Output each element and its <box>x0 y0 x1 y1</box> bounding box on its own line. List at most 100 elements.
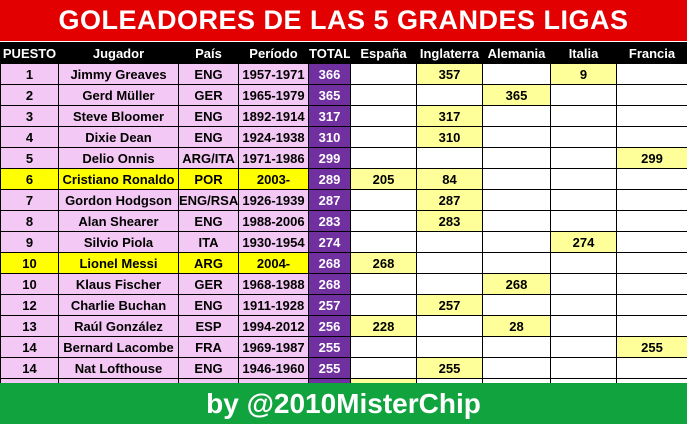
league-goals-cell <box>482 63 551 85</box>
player-cell: Silvio Piola <box>58 231 179 253</box>
total-cell: 257 <box>308 294 351 316</box>
country-cell: ENG <box>178 210 239 232</box>
league-goals-cell <box>350 147 417 169</box>
rank-cell: 14 <box>0 357 59 379</box>
league-goals-cell <box>550 357 617 379</box>
league-goals-cell <box>616 189 687 211</box>
league-goals-cell <box>350 84 417 106</box>
table-row: 14 Nat Lofthouse ENG 1946-1960 255 255 <box>0 357 687 379</box>
player-cell: Gerd Müller <box>58 84 179 106</box>
league-goals-cell <box>482 147 551 169</box>
total-cell: 289 <box>308 168 351 190</box>
table-row: 6 Cristiano Ronaldo POR 2003- 289 205 84 <box>0 168 687 190</box>
league-goals-cell <box>482 231 551 253</box>
country-cell: ARG/ITA <box>178 147 239 169</box>
league-goals-cell <box>482 189 551 211</box>
league-goals-cell <box>416 84 483 106</box>
period-cell: 1911-1928 <box>238 294 309 316</box>
league-goals-cell: 84 <box>416 168 483 190</box>
period-cell: 1994-2012 <box>238 315 309 337</box>
column-header: TOTAL <box>308 42 351 64</box>
column-header: Inglaterra <box>416 42 483 64</box>
country-cell: ENG <box>178 294 239 316</box>
league-goals-cell <box>616 210 687 232</box>
total-cell: 287 <box>308 189 351 211</box>
league-goals-cell <box>482 294 551 316</box>
league-goals-cell <box>350 63 417 85</box>
player-cell: Jimmy Greaves <box>58 63 179 85</box>
player-cell: Gordon Hodgson <box>58 189 179 211</box>
rank-cell: 6 <box>0 168 59 190</box>
player-cell: Bernard Lacombe <box>58 336 179 358</box>
page-title: GOLEADORES DE LAS 5 GRANDES LIGAS <box>58 5 629 35</box>
total-cell: 255 <box>308 336 351 358</box>
league-goals-cell: 205 <box>350 168 417 190</box>
league-goals-cell <box>550 126 617 148</box>
league-goals-cell <box>550 84 617 106</box>
table-row: 12 Charlie Buchan ENG 1911-1928 257 257 <box>0 294 687 316</box>
player-cell: Dixie Dean <box>58 126 179 148</box>
total-cell: 310 <box>308 126 351 148</box>
table-row: 10 Klaus Fischer GER 1968-1988 268 268 <box>0 273 687 295</box>
period-cell: 2004- <box>238 252 309 274</box>
league-goals-cell: 255 <box>616 336 687 358</box>
table-header: PUESTO Jugador País Período TOTAL España Ingla… <box>0 42 687 64</box>
league-goals-cell <box>616 63 687 85</box>
period-cell: 2003- <box>238 168 309 190</box>
league-goals-cell: 299 <box>616 147 687 169</box>
period-cell: 1969-1987 <box>238 336 309 358</box>
period-cell: 1930-1954 <box>238 231 309 253</box>
league-goals-cell <box>416 252 483 274</box>
league-goals-cell: 28 <box>482 315 551 337</box>
league-goals-cell <box>550 210 617 232</box>
period-cell: 1988-2006 <box>238 210 309 232</box>
player-cell: Raúl González <box>58 315 179 337</box>
period-cell: 1946-1960 <box>238 357 309 379</box>
total-cell: 365 <box>308 84 351 106</box>
league-goals-cell: 283 <box>416 210 483 232</box>
league-goals-cell <box>616 315 687 337</box>
league-goals-cell: 357 <box>416 63 483 85</box>
league-goals-cell <box>550 168 617 190</box>
table-row: 5 Delio Onnis ARG/ITA 1971-1986 299 299 <box>0 147 687 169</box>
league-goals-cell <box>482 252 551 274</box>
rank-cell: 2 <box>0 84 59 106</box>
league-goals-cell <box>616 273 687 295</box>
league-goals-cell <box>416 315 483 337</box>
column-header: Alemania <box>482 42 551 64</box>
table-body: 1 Jimmy Greaves ENG 1957-1971 366 357 9 2 Gerd M… <box>0 63 687 400</box>
player-cell: Delio Onnis <box>58 147 179 169</box>
table-row: 1 Jimmy Greaves ENG 1957-1971 366 357 9 <box>0 63 687 85</box>
country-cell: GER <box>178 273 239 295</box>
period-cell: 1892-1914 <box>238 105 309 127</box>
league-goals-cell <box>350 357 417 379</box>
period-cell: 1926-1939 <box>238 189 309 211</box>
total-cell: 317 <box>308 105 351 127</box>
footer-banner: by @2010MisterChip <box>0 383 687 424</box>
player-cell: Alan Shearer <box>58 210 179 232</box>
rank-cell: 5 <box>0 147 59 169</box>
league-goals-cell <box>550 147 617 169</box>
league-goals-cell <box>350 189 417 211</box>
league-goals-cell <box>482 357 551 379</box>
league-goals-cell: 310 <box>416 126 483 148</box>
table-row: 2 Gerd Müller GER 1965-1979 365 365 <box>0 84 687 106</box>
rank-cell: 3 <box>0 105 59 127</box>
rank-cell: 9 <box>0 231 59 253</box>
title-banner: GOLEADORES DE LAS 5 GRANDES LIGAS <box>0 0 687 41</box>
league-goals-cell <box>482 336 551 358</box>
column-header: Italia <box>550 42 617 64</box>
total-cell: 256 <box>308 315 351 337</box>
country-cell: ENG <box>178 126 239 148</box>
league-goals-cell <box>482 126 551 148</box>
league-goals-cell <box>616 84 687 106</box>
league-goals-cell <box>550 273 617 295</box>
league-goals-cell <box>350 336 417 358</box>
country-cell: ENG <box>178 63 239 85</box>
table-row: 10 Lionel Messi ARG 2004- 268 268 <box>0 252 687 274</box>
league-goals-cell <box>350 210 417 232</box>
country-cell: ARG <box>178 252 239 274</box>
league-goals-cell <box>482 168 551 190</box>
league-goals-cell: 268 <box>482 273 551 295</box>
